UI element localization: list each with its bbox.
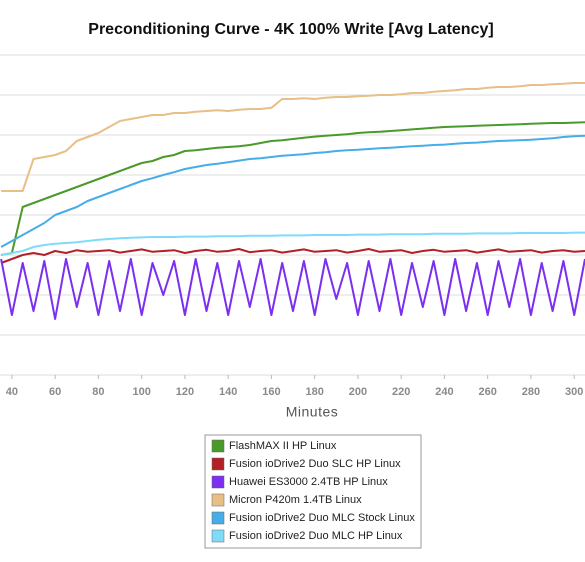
- x-axis-label: Minutes: [286, 404, 339, 420]
- series-line: [0, 134, 585, 248]
- x-tick-label: 80: [92, 386, 104, 398]
- series-line: [0, 248, 585, 264]
- x-tick-label: 260: [479, 386, 497, 398]
- x-tick-label: 200: [349, 386, 367, 398]
- chart-title: Preconditioning Curve - 4K 100% Write [A…: [88, 21, 493, 38]
- legend-label: Fusion ioDrive2 Duo MLC Stock Linux: [229, 512, 415, 524]
- series-line: [1, 82, 585, 192]
- legend-swatch: [211, 457, 225, 471]
- x-tick-label: 100: [132, 386, 150, 398]
- x-tick-label: 280: [522, 386, 540, 398]
- x-tick-label: 120: [176, 386, 194, 398]
- legend-swatch: [211, 475, 225, 489]
- legend-label: Micron P420m 1.4TB Linux: [229, 494, 362, 506]
- legend-swatch: [211, 493, 225, 507]
- legend-label: Huawei ES3000 2.4TB HP Linux: [229, 476, 388, 488]
- legend-label: Fusion ioDrive2 Duo SLC HP Linux: [229, 458, 401, 470]
- series-line: [0, 231, 585, 256]
- legend-label: FlashMAX II HP Linux: [229, 440, 337, 452]
- x-tick-label: 240: [435, 386, 453, 398]
- x-tick-label: 140: [219, 386, 237, 398]
- legend-swatch: [211, 529, 225, 543]
- x-tick-label: 180: [305, 386, 323, 398]
- x-tick-label: 60: [49, 386, 61, 398]
- x-tick-label: 40: [6, 386, 18, 398]
- x-tick-label: 160: [262, 386, 280, 398]
- series-line: [0, 258, 585, 320]
- x-tick-label: 220: [392, 386, 410, 398]
- legend-swatch: [211, 511, 225, 525]
- x-tick-label: 300: [565, 386, 583, 398]
- legend-box: [204, 434, 422, 549]
- series-line: [0, 121, 585, 256]
- legend-swatch: [211, 439, 225, 453]
- legend-label: Fusion ioDrive2 Duo MLC HP Linux: [229, 530, 403, 542]
